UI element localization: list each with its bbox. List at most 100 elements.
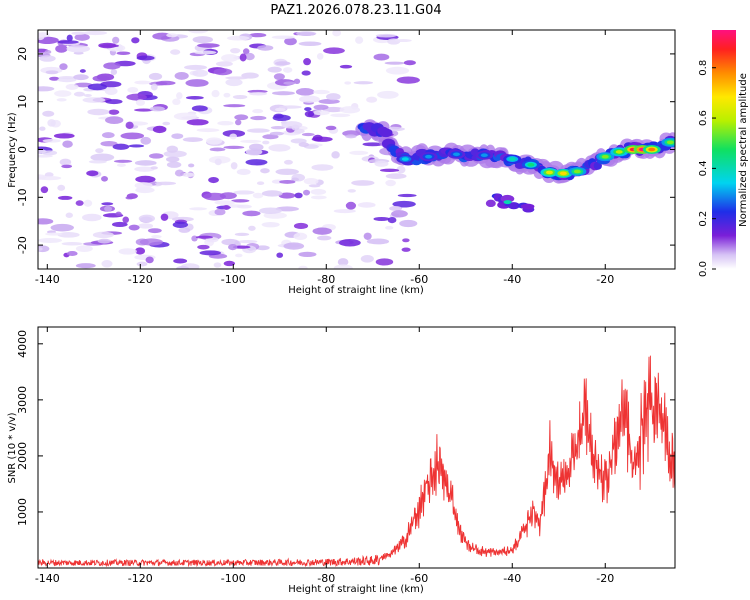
spectrogram-noise-blob — [162, 121, 171, 126]
spectrogram-noise-blob — [379, 168, 400, 172]
spectrogram-noise-blob — [197, 244, 210, 250]
spectrogram-noise-blob — [347, 189, 356, 193]
spectrogram-noise-blob — [326, 93, 341, 101]
spectrogram-noise-blob — [301, 132, 315, 137]
spectrogram-noise-blob — [154, 181, 177, 186]
spectrogram-noise-blob — [148, 72, 163, 81]
snr-y-label: SNR (10 * v/v) — [7, 412, 18, 483]
spectrogram-noise-blob — [136, 261, 148, 267]
spectrogram-noise-blob — [312, 110, 330, 116]
spectrogram-noise-blob — [223, 92, 231, 98]
spectrogram-noise-blob — [258, 207, 282, 214]
spectrogram-peak-core — [452, 152, 460, 157]
spectrogram-noise-blob — [231, 199, 250, 203]
spectrogram-noise-blob — [122, 216, 130, 224]
spectrogram-noise-blob — [128, 144, 145, 148]
colorbar: 0.0 0.2 0.4 0.6 0.8 Normalized spectral ampl… — [698, 30, 749, 277]
spectrogram-noise-blob — [385, 179, 396, 187]
spectrogram-noise-blob — [62, 140, 73, 148]
spectrogram-noise-blob — [118, 248, 137, 255]
y-tick-label: -10 — [16, 188, 29, 206]
spectrogram-noise-blob — [61, 164, 73, 169]
spectrogram-noise-blob — [95, 148, 104, 154]
spectrogram-peak-core — [573, 169, 581, 174]
spectrogram-noise-blob — [189, 207, 208, 211]
spectrogram-y-ticks: -20 -10 0 10 20 — [16, 47, 675, 254]
spectrogram-noise-blob — [308, 184, 321, 188]
spectrogram-noise-blob — [183, 64, 208, 70]
spectrogram-noise-blob — [304, 107, 312, 112]
spectrogram-noise-blob — [138, 214, 156, 223]
spectrogram-noise-blob — [377, 90, 399, 99]
spectrogram-noise-blob — [230, 47, 241, 54]
spectrogram-noise-blob — [312, 134, 323, 142]
spectrogram-noise-blob — [236, 204, 252, 209]
spectrogram-noise-blob — [188, 163, 195, 168]
spectrogram-noise-blob — [245, 159, 268, 166]
spectrogram-noise-blob — [228, 243, 238, 251]
spectrogram-noise-blob — [332, 30, 342, 37]
spectrogram-noise-blob — [278, 105, 302, 109]
spectrogram-noise-blob — [238, 239, 258, 244]
spectrogram-noise-blob — [357, 202, 376, 208]
spectrogram-noise-blob — [330, 113, 351, 118]
spectrogram-noise-blob — [172, 98, 181, 106]
spectrogram-noise-blob — [313, 89, 330, 95]
spectrogram-ridge-body — [379, 128, 393, 138]
spectrogram-noise-blob — [225, 78, 243, 87]
spectrogram-noise-blob — [206, 137, 223, 145]
spectrogram-secondary-body — [500, 194, 515, 203]
spectrogram-noise-blob — [125, 196, 134, 200]
spectrogram-noise-blob — [38, 237, 63, 243]
colorbar-tick-label: 0.8 — [698, 60, 709, 76]
spectrogram-noise-blob — [186, 119, 209, 126]
spectrogram-noise-blob — [240, 139, 262, 143]
spectrogram-noise-blob — [134, 166, 155, 172]
spectrogram-noise-blob — [100, 140, 118, 147]
spectrogram-noise-blob — [301, 70, 311, 76]
spectrogram-peak-core — [527, 162, 535, 167]
spectrogram-noise-blob — [391, 210, 408, 218]
spectrogram-noise-blob — [173, 112, 198, 121]
spectrogram-noise-blob — [325, 125, 337, 131]
spectrogram-noise-blob — [208, 176, 219, 184]
spectrogram-noise-blob — [293, 222, 309, 230]
spectrogram-peak-core — [615, 150, 623, 154]
spectrogram-noise-blob — [192, 69, 209, 77]
spectrogram-noise-blob — [44, 172, 54, 178]
spectrogram-noise-blob — [271, 35, 295, 40]
spectrogram-noise-blob — [349, 150, 369, 156]
spectrogram-noise-blob — [344, 81, 352, 85]
spectrogram-noise-blob — [222, 129, 246, 138]
spectrogram-noise-blob — [155, 80, 176, 86]
spectrogram-noise-blob — [134, 80, 151, 85]
spectrogram-noise-blob — [403, 60, 416, 66]
spectrogram-noise-blob — [234, 114, 249, 121]
spectrogram-noise-blob — [83, 93, 92, 97]
spectrogram-noise-blob — [225, 76, 249, 80]
spectrogram-noise-blob — [293, 232, 308, 241]
spectrogram-noise-blob — [293, 78, 301, 85]
spectrogram-noise-blob — [166, 33, 178, 38]
spectrogram-noise-blob — [194, 50, 217, 55]
spectrogram-noise-blob — [282, 67, 293, 73]
spectrogram-peak-core — [601, 154, 609, 159]
spectrogram-noise-blob — [214, 200, 236, 205]
spectrogram-noise-blob — [396, 76, 420, 84]
spectrogram-noise-blob — [262, 140, 270, 145]
spectrogram-noise-blob — [203, 192, 226, 201]
spectrogram-noise-blob — [244, 52, 255, 61]
spectrogram-noise-blob — [82, 213, 102, 222]
spectrogram-noise-blob — [313, 104, 329, 110]
spectrogram-noise-blob — [374, 160, 389, 167]
colorbar-tick-label: 0.6 — [698, 110, 709, 126]
spectrogram-noise-blob — [298, 265, 308, 269]
spectrogram-noise-blob — [387, 216, 397, 224]
spectrogram-noise-blob — [148, 153, 164, 159]
spectrogram-noise-blob — [104, 87, 118, 95]
snr-x-label: Height of straight line (km) — [288, 584, 424, 595]
spectrogram-noise-blob — [92, 75, 110, 82]
x-tick-label: -60 — [410, 572, 428, 585]
spectrogram-noise-blob — [120, 132, 145, 140]
spectrogram-noise-blob — [222, 204, 231, 210]
